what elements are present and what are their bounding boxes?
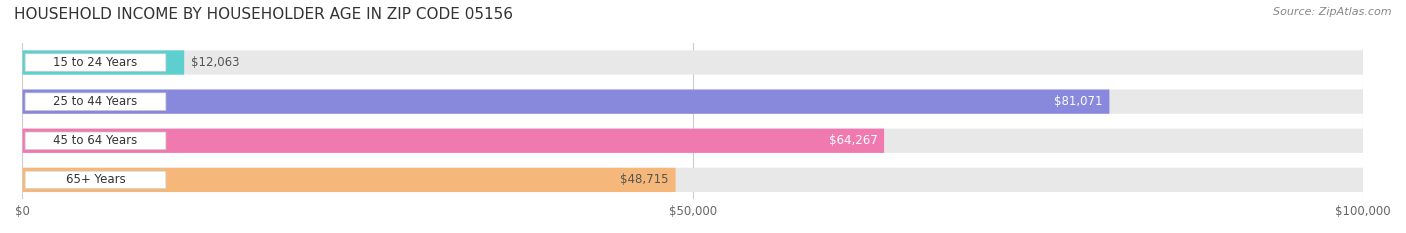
FancyBboxPatch shape [25,132,166,150]
FancyBboxPatch shape [22,129,1364,153]
FancyBboxPatch shape [22,89,1364,114]
FancyBboxPatch shape [22,50,1364,75]
Text: $64,267: $64,267 [828,134,877,147]
Text: 15 to 24 Years: 15 to 24 Years [53,56,138,69]
Text: 65+ Years: 65+ Years [66,173,125,186]
FancyBboxPatch shape [25,93,166,110]
Text: Source: ZipAtlas.com: Source: ZipAtlas.com [1274,7,1392,17]
Text: HOUSEHOLD INCOME BY HOUSEHOLDER AGE IN ZIP CODE 05156: HOUSEHOLD INCOME BY HOUSEHOLDER AGE IN Z… [14,7,513,22]
Text: $81,071: $81,071 [1054,95,1102,108]
Text: 25 to 44 Years: 25 to 44 Years [53,95,138,108]
Text: 45 to 64 Years: 45 to 64 Years [53,134,138,147]
Text: $48,715: $48,715 [620,173,669,186]
FancyBboxPatch shape [22,168,1364,192]
FancyBboxPatch shape [25,171,166,189]
FancyBboxPatch shape [22,168,676,192]
FancyBboxPatch shape [25,54,166,71]
Text: $12,063: $12,063 [191,56,239,69]
FancyBboxPatch shape [22,89,1109,114]
FancyBboxPatch shape [22,129,884,153]
FancyBboxPatch shape [22,50,184,75]
